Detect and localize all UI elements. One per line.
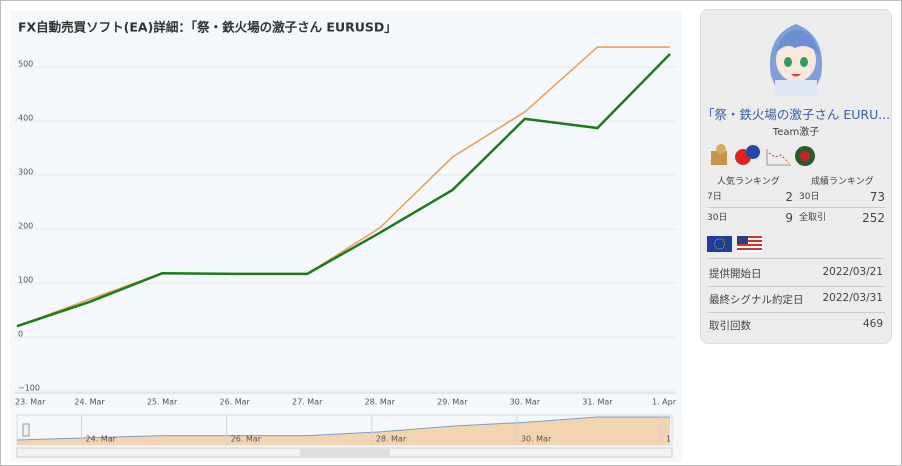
x-tick-label: 31. Mar (582, 398, 613, 407)
navigator-handle[interactable] (22, 423, 30, 437)
navigator-label: 30. Mar (521, 435, 552, 444)
navigator-line (16, 416, 670, 441)
rank-period: 30日 (707, 213, 728, 223)
x-tick-label: 28. Mar (365, 398, 396, 407)
y-tick-label: −100 (18, 384, 40, 393)
navigator-label: 26. Mar (231, 435, 262, 444)
series-line (16, 46, 670, 327)
detail-value: 469 (862, 318, 883, 330)
x-tick-label: 27. Mar (292, 398, 323, 407)
y-tick-label: 0 (18, 330, 23, 339)
x-tick-label: 24. Mar (74, 398, 105, 407)
avatar (770, 24, 822, 96)
x-tick-label: 29. Mar (437, 398, 468, 407)
x-tick-label: 23. Mar (15, 398, 46, 407)
rank-period: 7日 (707, 192, 722, 202)
detail-label: 最終シグナル約定日 (709, 294, 804, 306)
rank-value: 9 (785, 211, 793, 225)
rank-value: 73 (869, 190, 885, 204)
navigator-label: 24. Mar (86, 435, 117, 444)
rank-value: 252 (862, 211, 885, 225)
popularity-label: 人気ランキング (717, 177, 780, 187)
profile-card: 「祭・鉄火場の激子さん EURU... Team激子 人気ランキング 成績ランキ… (700, 9, 892, 344)
navigator-label: 28. Mar (376, 435, 407, 444)
detail-value: 2022/03/21 (822, 266, 883, 278)
chart: FX自動売買ソフト(EA)詳細：「祭・鉄火場の激子さん EURUSD」 −100… (10, 10, 690, 462)
badges (711, 144, 815, 166)
x-tick-label: 26. Mar (219, 398, 250, 407)
x-tick-label: 30. Mar (510, 398, 541, 407)
x-tick-label: 25. Mar (147, 398, 178, 407)
divider (707, 207, 885, 208)
team-name: Team激子 (772, 127, 820, 138)
y-tick-label: 200 (18, 222, 33, 231)
navigator-area (17, 417, 670, 445)
chart-background (10, 10, 682, 462)
x-tick-label: 1. Apr (652, 398, 677, 407)
navigator-label: 1. Apr (666, 435, 690, 444)
y-tick-label: 100 (18, 276, 33, 285)
scrollbar-thumb[interactable] (300, 449, 390, 456)
performance-label: 成績ランキング (811, 177, 874, 187)
rank-value: 2 (785, 190, 793, 204)
y-tick-label: 400 (18, 114, 33, 123)
currency-flags (707, 236, 762, 252)
detail-value: 2022/03/31 (822, 292, 883, 304)
detail-label: 取引回数 (709, 320, 751, 332)
rank-period: 全取引 (799, 213, 827, 223)
divider (707, 258, 885, 259)
y-tick-label: 300 (18, 168, 33, 177)
ea-name[interactable]: 「祭・鉄火場の激子さん EURU... (701, 107, 891, 122)
chart-title: FX自動売買ソフト(EA)詳細：「祭・鉄火場の激子さん EURUSD」 (18, 20, 397, 35)
detail-label: 提供開始日 (709, 268, 762, 280)
series-line (16, 53, 671, 328)
y-tick-label: 500 (18, 60, 33, 69)
divider (707, 286, 885, 287)
divider (707, 312, 885, 313)
rank-period: 30日 (799, 192, 820, 202)
